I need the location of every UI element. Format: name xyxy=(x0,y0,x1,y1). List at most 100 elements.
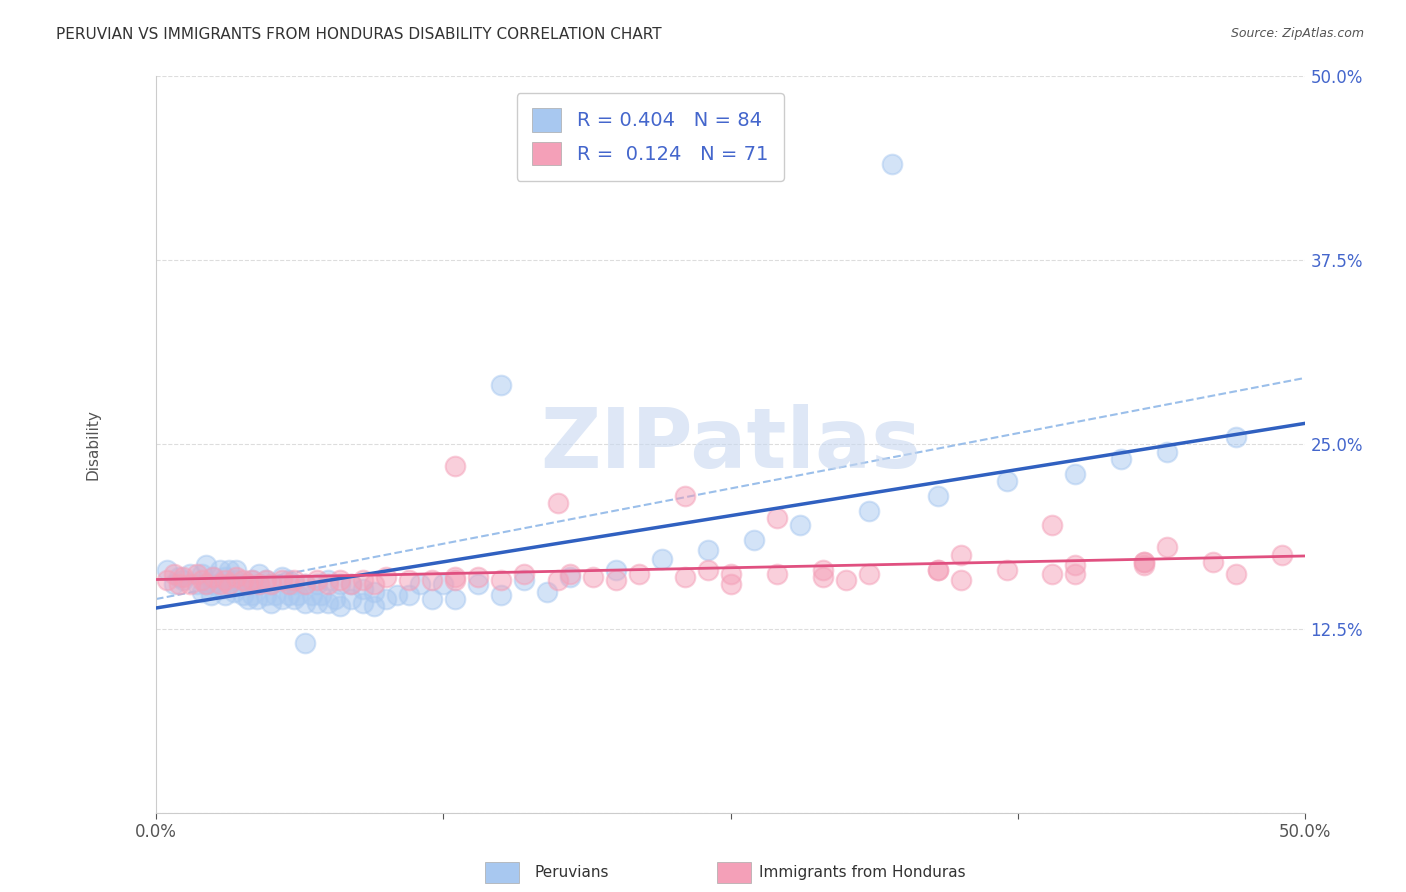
Point xyxy=(398,573,420,587)
Point xyxy=(232,588,254,602)
Point xyxy=(186,577,208,591)
Point xyxy=(218,577,240,591)
Point xyxy=(443,459,465,474)
Point xyxy=(247,566,270,581)
Point xyxy=(305,573,328,587)
Point xyxy=(443,573,465,587)
Point xyxy=(209,582,232,596)
Point xyxy=(179,577,201,591)
Point xyxy=(247,577,270,591)
Point xyxy=(200,588,222,602)
Point xyxy=(547,573,569,587)
Point xyxy=(294,636,316,650)
Point xyxy=(329,577,352,591)
Point xyxy=(316,573,339,587)
Point xyxy=(420,573,443,587)
Point xyxy=(1225,566,1247,581)
Point xyxy=(927,563,949,577)
Point xyxy=(1042,518,1064,533)
Point xyxy=(323,592,346,607)
Point xyxy=(409,577,432,591)
Point xyxy=(294,577,316,591)
Point xyxy=(202,570,225,584)
Point xyxy=(352,582,374,596)
Point xyxy=(329,599,352,614)
Legend: R = 0.404   N = 84, R =  0.124   N = 71: R = 0.404 N = 84, R = 0.124 N = 71 xyxy=(516,93,783,181)
Point xyxy=(995,563,1018,577)
Point xyxy=(283,573,305,587)
Point xyxy=(489,378,512,392)
Text: Peruvians: Peruvians xyxy=(534,865,609,880)
Point xyxy=(242,573,264,587)
Point xyxy=(214,570,236,584)
Point xyxy=(834,573,856,587)
Point xyxy=(246,592,269,607)
Point xyxy=(927,489,949,503)
Point xyxy=(1133,555,1156,569)
Point xyxy=(765,511,787,525)
Point xyxy=(172,573,194,587)
Point xyxy=(811,563,834,577)
Point xyxy=(340,577,363,591)
Point xyxy=(696,543,718,558)
Point xyxy=(191,584,214,599)
Point xyxy=(432,577,454,591)
Point xyxy=(294,577,316,591)
Point xyxy=(605,563,627,577)
Point xyxy=(232,573,254,587)
Point xyxy=(214,588,236,602)
Point xyxy=(225,573,247,587)
Point xyxy=(301,588,323,602)
Point xyxy=(467,577,489,591)
Point xyxy=(363,584,385,599)
Point xyxy=(260,577,283,591)
Point xyxy=(1042,566,1064,581)
Point xyxy=(305,597,328,611)
Point xyxy=(156,563,179,577)
Point xyxy=(420,592,443,607)
Point xyxy=(352,573,374,587)
Point xyxy=(1225,430,1247,444)
Point xyxy=(489,573,512,587)
Point xyxy=(1156,444,1178,458)
Point xyxy=(340,592,363,607)
Y-axis label: Disability: Disability xyxy=(86,409,100,480)
Point xyxy=(202,570,225,584)
Point xyxy=(311,588,333,602)
Point xyxy=(1064,467,1087,481)
Point xyxy=(536,584,558,599)
Point xyxy=(582,570,605,584)
Point xyxy=(995,474,1018,488)
Point xyxy=(558,566,581,581)
Point xyxy=(316,577,339,591)
Point xyxy=(195,577,218,591)
Point xyxy=(218,577,240,591)
Point xyxy=(278,577,301,591)
Point xyxy=(789,518,811,533)
Point xyxy=(720,566,742,581)
Point xyxy=(329,573,352,587)
Point xyxy=(1064,566,1087,581)
Point xyxy=(352,597,374,611)
Point xyxy=(374,570,396,584)
Point xyxy=(696,563,718,577)
Point xyxy=(191,566,214,581)
Point xyxy=(179,566,201,581)
Point xyxy=(558,570,581,584)
Point xyxy=(467,570,489,584)
Point xyxy=(363,599,385,614)
Point xyxy=(949,573,972,587)
Point xyxy=(443,592,465,607)
Point xyxy=(163,566,186,581)
Point xyxy=(305,577,328,591)
Point xyxy=(1156,541,1178,555)
Point xyxy=(225,563,247,577)
Point xyxy=(242,588,264,602)
Point xyxy=(374,592,396,607)
Point xyxy=(858,566,880,581)
Point xyxy=(271,592,294,607)
Point xyxy=(271,573,294,587)
Point xyxy=(880,157,903,171)
Point xyxy=(512,566,534,581)
Point xyxy=(605,573,627,587)
